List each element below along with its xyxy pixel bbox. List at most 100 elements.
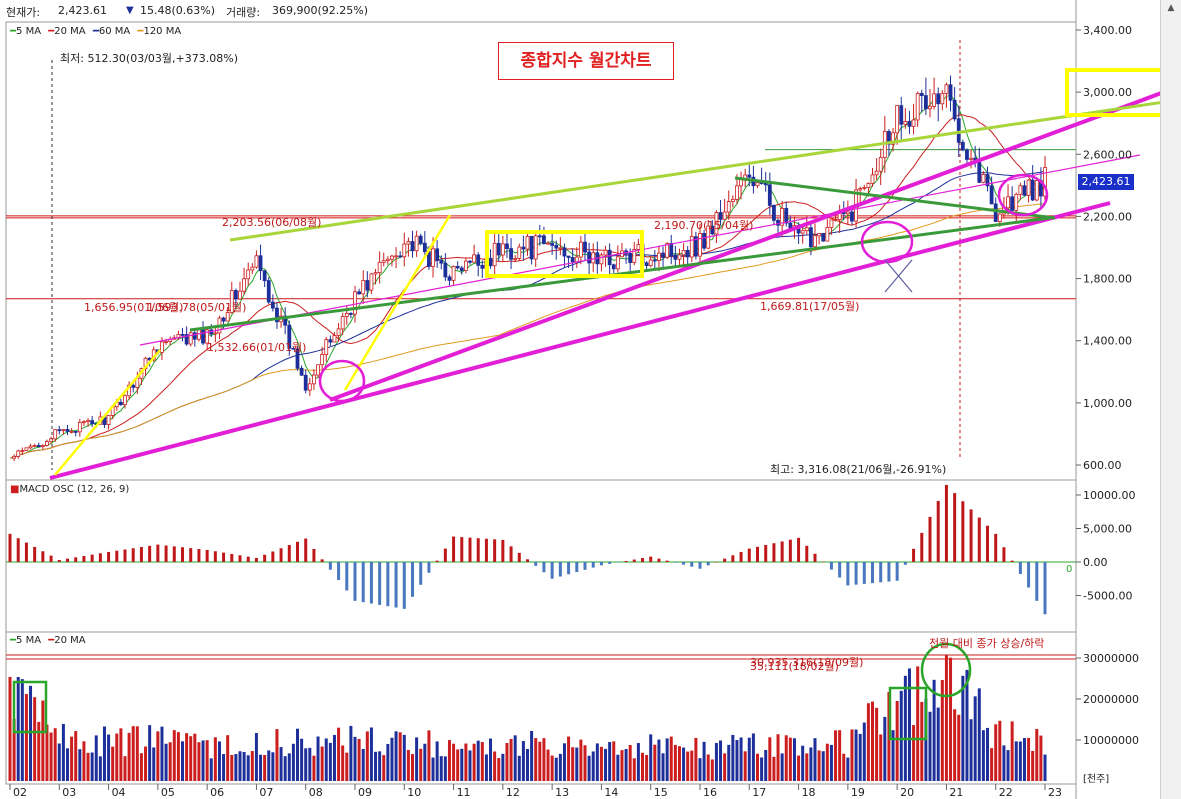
- candle-body: [903, 121, 908, 125]
- volume-bar: [49, 732, 53, 781]
- macd-bar: [386, 562, 390, 607]
- volume-bar: [936, 707, 940, 781]
- candle-body: [312, 374, 316, 385]
- volume-bar: [476, 740, 480, 781]
- macd-bar: [164, 545, 168, 562]
- candle-body: [192, 332, 197, 340]
- candle-body: [118, 401, 123, 406]
- macd-bar: [665, 560, 669, 562]
- volume-bar: [772, 756, 776, 781]
- candle-body: [603, 249, 608, 256]
- volume-bar: [431, 757, 435, 781]
- volume-bar: [912, 725, 916, 781]
- macd-bar: [657, 558, 661, 562]
- volume-bar: [415, 737, 419, 781]
- volume-bar: [1014, 741, 1018, 781]
- volume-bar: [374, 751, 378, 781]
- x-tick-label: 18: [802, 786, 816, 799]
- volume-bar: [12, 718, 16, 781]
- candle-body: [874, 170, 879, 176]
- scroll-up-arrow-icon[interactable]: ▲: [1167, 3, 1175, 13]
- volume-bar: [1006, 750, 1010, 781]
- candle-body: [451, 265, 456, 281]
- candle-body: [521, 246, 526, 250]
- candle-body: [944, 84, 949, 94]
- candle-body: [1006, 196, 1010, 209]
- candle-body: [558, 247, 563, 250]
- x-tick-label: 02: [13, 786, 27, 799]
- volume-bar: [784, 735, 788, 781]
- volume-bar: [669, 736, 673, 781]
- macd-bar: [411, 562, 414, 597]
- candle-body: [919, 93, 924, 96]
- macd-bar: [1010, 560, 1014, 562]
- candle-body: [455, 265, 460, 269]
- candle-body: [533, 235, 538, 260]
- volume-bar: [152, 747, 156, 781]
- candle-body: [866, 183, 871, 188]
- macd-bar: [846, 562, 850, 586]
- macd-tick-label: 5,000.00: [1083, 523, 1132, 536]
- candle-body: [320, 354, 325, 366]
- candle-body: [28, 445, 33, 449]
- volume-bar: [345, 752, 349, 781]
- volume-bar: [981, 730, 985, 781]
- macd-bar: [49, 555, 53, 562]
- macd-bar: [821, 561, 825, 563]
- macd-legend: ■MACD OSC (12, 26, 9): [10, 484, 129, 495]
- volume-bar: [866, 703, 870, 781]
- macd-tick-label: 10000.00: [1083, 489, 1136, 502]
- macd-bar: [435, 560, 439, 562]
- volume-bar: [682, 747, 686, 781]
- x-tick-label: 20: [900, 786, 914, 799]
- volume-bar: [82, 741, 86, 781]
- candle-body: [69, 431, 74, 433]
- volume-bar: [61, 723, 65, 781]
- candle-body: [952, 99, 957, 120]
- macd-bar: [443, 548, 447, 562]
- volume-bar: [817, 750, 821, 781]
- candle-body: [845, 211, 850, 215]
- macd-bar: [369, 562, 373, 604]
- volume-bar: [168, 742, 172, 781]
- volume-bar: [74, 731, 78, 781]
- candle-body: [698, 233, 702, 257]
- volume-bar: [751, 733, 755, 781]
- candle-body: [398, 255, 403, 258]
- volume-bar: [661, 753, 665, 781]
- macd-tick-label: -5000.00: [1083, 590, 1132, 603]
- volume-bar: [1010, 721, 1014, 781]
- candle-body: [1014, 193, 1019, 211]
- volume-bar: [222, 754, 226, 781]
- macd-bar: [484, 538, 488, 562]
- macd-bar: [550, 562, 554, 579]
- macd-bar: [172, 546, 176, 562]
- volume-bar: [1018, 741, 1022, 781]
- candle-body: [324, 339, 329, 355]
- candle-body: [940, 93, 945, 105]
- vol-ma20-swatch: ━: [48, 635, 55, 646]
- candle-body: [53, 429, 58, 440]
- ma20-line: [9, 114, 1046, 459]
- macd-zero-label: 0: [1066, 564, 1072, 575]
- volume-bar: [452, 743, 456, 781]
- macd-bar: [944, 484, 948, 562]
- candle-body: [546, 242, 550, 245]
- vol-ma20-legend: 20 MA: [54, 635, 86, 646]
- volume-bar: [768, 737, 772, 781]
- volume-bar: [862, 722, 866, 781]
- volume-bar: [119, 728, 123, 781]
- ma5-legend: 5 MA: [16, 26, 42, 37]
- volume-bar: [394, 731, 398, 781]
- volume-bar: [727, 744, 731, 781]
- candle-body: [422, 242, 427, 253]
- candle-body: [406, 241, 411, 245]
- volume-bar: [526, 749, 529, 781]
- volume-bar: [489, 738, 493, 781]
- candle-body: [956, 118, 961, 143]
- candle-body: [677, 254, 682, 260]
- vertical-scrollbar[interactable]: [1160, 0, 1181, 799]
- volume-bar: [57, 743, 61, 781]
- macd-bar: [41, 551, 45, 562]
